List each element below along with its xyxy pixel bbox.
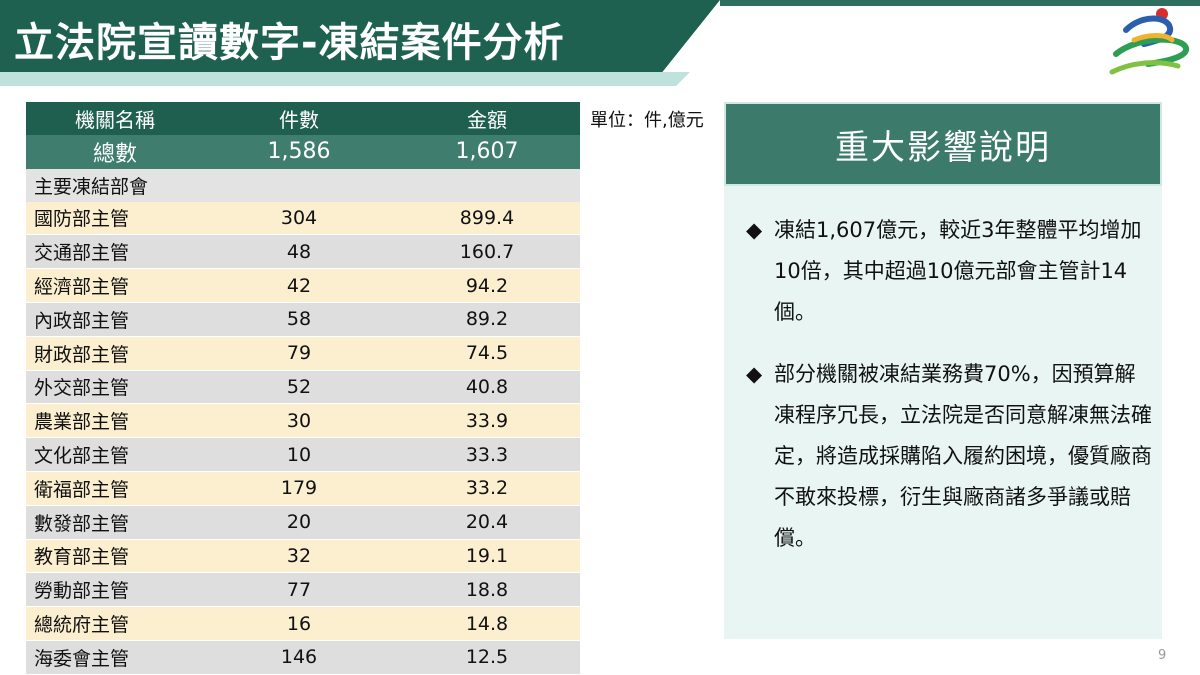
slide-title: 立法院宣讀數字-凍結案件分析 xyxy=(14,20,565,66)
diamond-bullet-icon: ◆ xyxy=(746,218,763,242)
impact-bullet-text: 凍結1,607億元，較近3年整體平均增加10倍，其中超過10億元部會主管計14個… xyxy=(774,218,1142,324)
cell-count: 304 xyxy=(204,201,394,236)
total-row: 總數 1,586 1,607 xyxy=(26,134,580,169)
impact-bullet: ◆ 部分機關被凍結業務費70%，因預算解凍程序冗長，立法院是否同意解凍無法確定，… xyxy=(746,354,1156,559)
page-number: 9 xyxy=(1158,648,1167,663)
cell-amount: 89.2 xyxy=(394,302,580,337)
table-row: 國防部主管 304 899.4 xyxy=(26,201,580,236)
cell-name: 衛福部主管 xyxy=(26,471,204,506)
cell-name: 教育部主管 xyxy=(26,539,204,574)
cell-name: 交通部主管 xyxy=(26,234,204,270)
table-header-row: 機關名稱 件數 金額 xyxy=(26,102,580,135)
total-amount: 1,607 xyxy=(394,134,580,169)
cell-name: 總統府主管 xyxy=(26,606,204,641)
impact-panel-title: 重大影響說明 xyxy=(835,127,1051,168)
cell-amount: 74.5 xyxy=(394,336,580,371)
impact-bullet: ◆ 凍結1,607億元，較近3年整體平均增加10倍，其中超過10億元部會主管計1… xyxy=(746,210,1156,333)
table-row: 數發部主管 20 20.4 xyxy=(26,505,580,540)
cell-name: 經濟部主管 xyxy=(26,268,204,303)
unit-note: 單位：件,億元 xyxy=(590,110,704,131)
cell-name: 勞動部主管 xyxy=(26,572,204,608)
section-row: 主要凍結部會 xyxy=(26,168,580,202)
cell-name: 海委會主管 xyxy=(26,640,204,675)
cell-amount: 899.4 xyxy=(394,201,580,236)
impact-panel-header: 重大影響說明 xyxy=(724,102,1162,186)
section-label: 主要凍結部會 xyxy=(26,168,580,202)
cell-amount: 33.9 xyxy=(394,403,580,439)
cell-count: 10 xyxy=(204,437,394,472)
logo-icon xyxy=(1109,8,1189,75)
cell-amount: 19.1 xyxy=(394,539,580,574)
header-amount: 金額 xyxy=(394,102,580,135)
table-row: 交通部主管 48 160.7 xyxy=(26,234,580,270)
top-accent-line xyxy=(720,0,1200,6)
cell-name: 財政部主管 xyxy=(26,336,204,371)
cell-count: 146 xyxy=(204,640,394,675)
table-row: 農業部主管 30 33.9 xyxy=(26,403,580,439)
cell-count: 77 xyxy=(204,572,394,608)
cell-amount: 18.8 xyxy=(394,572,580,608)
cell-name: 農業部主管 xyxy=(26,403,204,439)
cell-name: 文化部主管 xyxy=(26,437,204,472)
table-row: 教育部主管 32 19.1 xyxy=(26,539,580,574)
title-banner xyxy=(0,0,720,72)
cell-name: 內政部主管 xyxy=(26,302,204,337)
table-row: 總統府主管 16 14.8 xyxy=(26,606,580,641)
cell-count: 30 xyxy=(204,403,394,439)
cell-amount: 33.3 xyxy=(394,437,580,472)
cell-count: 16 xyxy=(204,606,394,641)
cell-amount: 20.4 xyxy=(394,505,580,540)
table-row: 經濟部主管 42 94.2 xyxy=(26,268,580,303)
cell-amount: 14.8 xyxy=(394,606,580,641)
impact-panel xyxy=(724,186,1162,639)
cell-count: 52 xyxy=(204,370,394,405)
header-agency: 機關名稱 xyxy=(26,102,204,135)
cell-count: 79 xyxy=(204,336,394,371)
cell-count: 179 xyxy=(204,471,394,506)
table-row: 文化部主管 10 33.3 xyxy=(26,437,580,472)
diamond-bullet-icon: ◆ xyxy=(746,362,763,386)
cell-amount: 12.5 xyxy=(394,640,580,675)
table-row: 財政部主管 79 74.5 xyxy=(26,336,580,371)
title-underline-strip xyxy=(0,72,690,86)
cell-count: 42 xyxy=(204,268,394,303)
table-row: 海委會主管 146 12.5 xyxy=(26,640,580,675)
cell-name: 國防部主管 xyxy=(26,201,204,236)
table-row: 衛福部主管 179 33.2 xyxy=(26,471,580,506)
cell-name: 外交部主管 xyxy=(26,370,204,405)
frozen-cases-table: 機關名稱 件數 金額 總數 1,586 1,607 主要凍結部會 國防部主管 30… xyxy=(26,102,580,675)
total-count: 1,586 xyxy=(204,134,394,169)
cell-count: 32 xyxy=(204,539,394,574)
cell-amount: 40.8 xyxy=(394,370,580,405)
cell-amount: 160.7 xyxy=(394,234,580,270)
cell-name: 數發部主管 xyxy=(26,505,204,540)
table-row: 勞動部主管 77 18.8 xyxy=(26,572,580,608)
table-row: 外交部主管 52 40.8 xyxy=(26,370,580,405)
header-count: 件數 xyxy=(204,102,394,135)
cell-count: 58 xyxy=(204,302,394,337)
cell-amount: 94.2 xyxy=(394,268,580,303)
table-row: 內政部主管 58 89.2 xyxy=(26,302,580,337)
total-label: 總數 xyxy=(26,134,204,169)
cell-amount: 33.2 xyxy=(394,471,580,506)
cell-count: 20 xyxy=(204,505,394,540)
impact-bullet-text: 部分機關被凍結業務費70%，因預算解凍程序冗長，立法院是否同意解凍無法確定，將造… xyxy=(774,362,1152,550)
cell-count: 48 xyxy=(204,234,394,270)
